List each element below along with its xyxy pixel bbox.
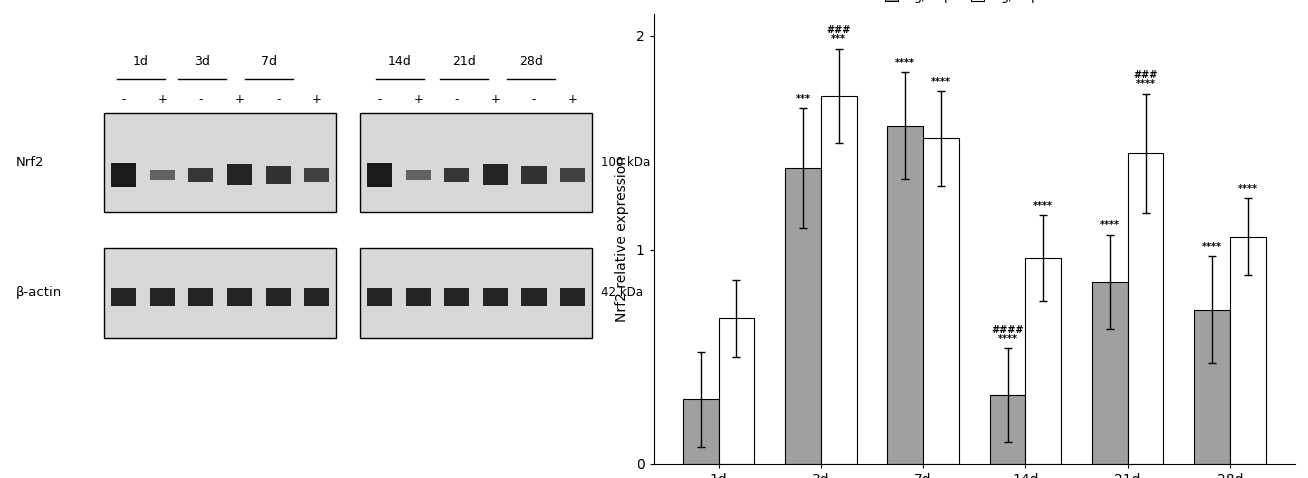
Bar [1025, 258, 1061, 464]
Bar [305, 168, 330, 183]
Legend: Alg/HAp, Alg/HAp DM: Alg/HAp, Alg/HAp DM [880, 0, 1069, 8]
Text: ###
***: ### *** [827, 25, 852, 44]
Bar [150, 170, 175, 180]
Bar [483, 164, 508, 185]
Text: 100 kDa: 100 kDa [600, 156, 650, 169]
Bar [560, 168, 585, 183]
Bar [821, 96, 857, 464]
Bar [1194, 310, 1230, 464]
Text: +: + [157, 93, 167, 106]
Text: 28d: 28d [519, 55, 543, 68]
Text: ****: **** [1100, 220, 1120, 230]
Bar [1127, 153, 1164, 464]
Text: β-actin: β-actin [16, 286, 63, 299]
Text: ***: *** [795, 94, 811, 104]
Text: +: + [311, 93, 322, 106]
Bar [361, 248, 593, 338]
Bar [522, 288, 547, 306]
Text: +: + [568, 93, 578, 106]
Text: -: - [199, 93, 203, 106]
Text: -: - [122, 93, 126, 106]
Bar [228, 288, 252, 306]
Bar [111, 163, 136, 187]
Bar [228, 164, 252, 185]
Text: ****: **** [1033, 201, 1053, 211]
Bar [560, 288, 585, 306]
Bar [405, 288, 430, 306]
Text: +: + [490, 93, 501, 106]
Bar [368, 163, 392, 187]
Text: ****: **** [1237, 184, 1258, 194]
Y-axis label: Nrf2 relative expression: Nrf2 relative expression [615, 156, 629, 322]
Bar [266, 288, 290, 306]
Bar [188, 288, 213, 306]
Bar [361, 113, 593, 212]
Text: ****: **** [895, 58, 916, 68]
Bar [105, 248, 336, 338]
Text: 21d: 21d [453, 55, 476, 68]
Text: -: - [378, 93, 382, 106]
Bar [990, 395, 1025, 464]
Text: 42 kDa: 42 kDa [600, 286, 644, 299]
Text: 14d: 14d [388, 55, 412, 68]
Text: -: - [532, 93, 536, 106]
Text: 7d: 7d [262, 55, 277, 68]
Bar [105, 113, 336, 212]
Text: ****: **** [1202, 242, 1222, 252]
Bar [150, 288, 175, 306]
Bar [405, 170, 430, 180]
Bar [1092, 282, 1127, 464]
Bar [445, 168, 470, 182]
Text: 3d: 3d [194, 55, 209, 68]
Bar [683, 400, 718, 464]
Text: -: - [276, 93, 280, 106]
Bar [923, 139, 959, 464]
Bar [305, 288, 330, 306]
Bar [188, 168, 213, 182]
Bar [445, 288, 470, 306]
Text: ****: **** [931, 77, 951, 87]
Bar [266, 166, 290, 184]
Text: +: + [234, 93, 245, 106]
Text: 1d: 1d [133, 55, 149, 68]
Bar [785, 168, 821, 464]
Bar [887, 126, 923, 464]
Bar [368, 288, 392, 306]
Text: -: - [455, 93, 459, 106]
Text: ####
****: #### **** [991, 325, 1024, 344]
Bar [1230, 237, 1266, 464]
Text: +: + [413, 93, 424, 106]
Bar [718, 318, 755, 464]
Bar [483, 288, 508, 306]
Text: ###
****: ### **** [1134, 70, 1158, 89]
Text: Nrf2: Nrf2 [16, 156, 44, 169]
Bar [111, 288, 136, 306]
Bar [522, 166, 547, 184]
